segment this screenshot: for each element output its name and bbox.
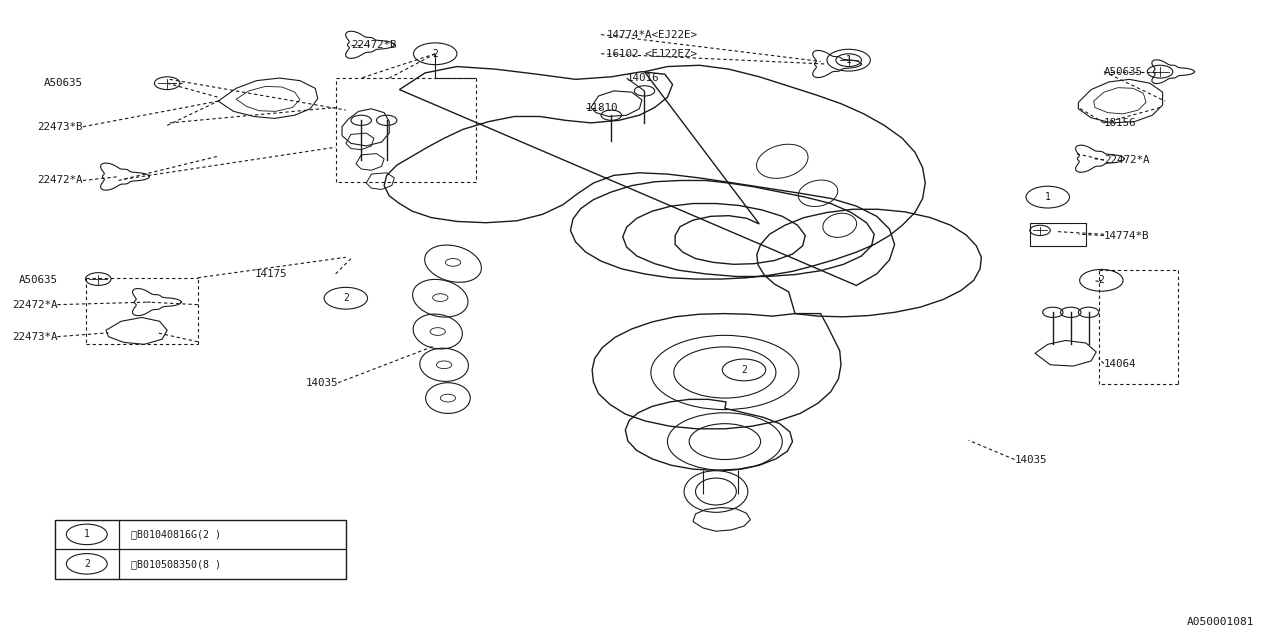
Text: 14774*B: 14774*B bbox=[1103, 230, 1149, 241]
Text: 22473*B: 22473*B bbox=[37, 122, 83, 132]
Text: 22472*A: 22472*A bbox=[37, 175, 83, 186]
Text: 2: 2 bbox=[433, 49, 438, 59]
Text: 14064: 14064 bbox=[1103, 358, 1137, 369]
Text: 22473*A: 22473*A bbox=[12, 332, 58, 342]
Text: 1: 1 bbox=[1044, 192, 1051, 202]
Text: 2: 2 bbox=[741, 365, 748, 375]
Text: ⒷB010508350(8 ): ⒷB010508350(8 ) bbox=[132, 559, 221, 569]
Text: 1: 1 bbox=[846, 55, 851, 65]
Text: 22472*B: 22472*B bbox=[351, 40, 397, 50]
Text: 11810: 11810 bbox=[586, 102, 618, 113]
Text: 2: 2 bbox=[1098, 275, 1105, 285]
Text: A50635: A50635 bbox=[1103, 67, 1143, 77]
Text: 14774*A<EJ22E>: 14774*A<EJ22E> bbox=[607, 29, 698, 40]
Text: 1: 1 bbox=[84, 529, 90, 540]
Text: A50635: A50635 bbox=[44, 78, 83, 88]
FancyBboxPatch shape bbox=[1030, 223, 1085, 246]
Text: 2: 2 bbox=[84, 559, 90, 569]
Text: 2: 2 bbox=[343, 293, 348, 303]
Text: 16102 <EJ22EZ>: 16102 <EJ22EZ> bbox=[607, 49, 698, 59]
Text: A50635: A50635 bbox=[18, 275, 58, 285]
Text: 14035: 14035 bbox=[1015, 454, 1047, 465]
Text: 18156: 18156 bbox=[1103, 118, 1137, 128]
Text: 14175: 14175 bbox=[255, 269, 287, 279]
Text: A050001081: A050001081 bbox=[1187, 617, 1254, 627]
Text: 14035: 14035 bbox=[306, 378, 338, 388]
Text: 22472*A: 22472*A bbox=[1103, 155, 1149, 165]
Text: 22472*A: 22472*A bbox=[12, 300, 58, 310]
Text: ⒷB01040816G(2 ): ⒷB01040816G(2 ) bbox=[132, 529, 221, 540]
Text: 14016: 14016 bbox=[627, 73, 659, 83]
